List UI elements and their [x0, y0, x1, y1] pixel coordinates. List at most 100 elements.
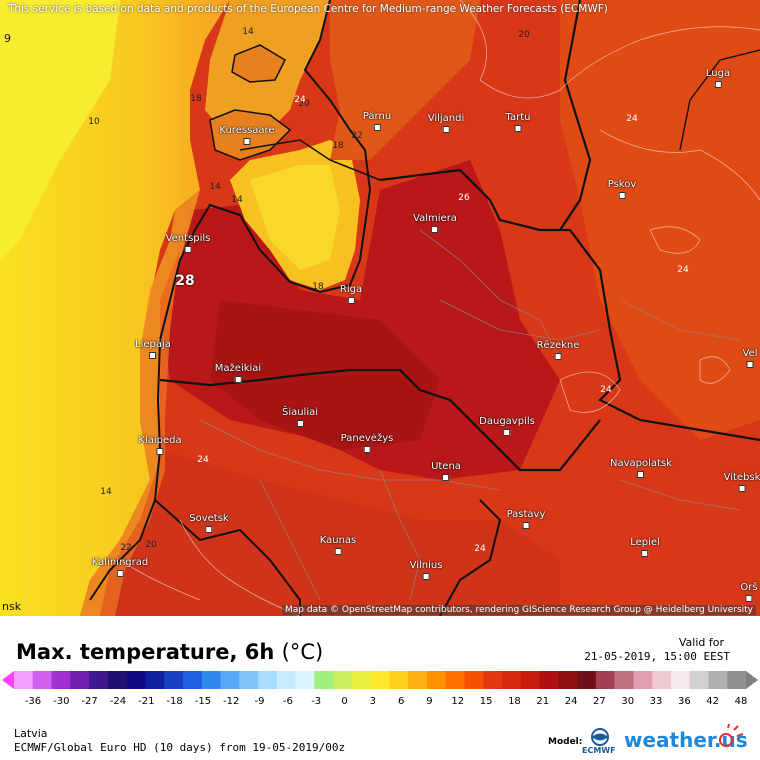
- weather-us-logo[interactable]: weather.us: [624, 728, 748, 752]
- city-riga[interactable]: Riga: [340, 284, 362, 304]
- scale-swatch: [633, 671, 653, 689]
- city-marker: [714, 81, 722, 88]
- scale-tick-label: -27: [81, 696, 98, 707]
- city-lepiel[interactable]: Lepiel: [630, 537, 660, 557]
- scale-swatch: [502, 671, 522, 689]
- scale-swatch: [464, 671, 484, 689]
- valid-for-label: Valid for: [678, 636, 724, 649]
- scale-tick-label: 0: [341, 696, 348, 707]
- city-viljandi[interactable]: Viljandi: [428, 113, 464, 133]
- scale-swatch: [145, 671, 165, 689]
- city-sovetsk[interactable]: Sovetsk: [189, 513, 229, 533]
- city-parnu[interactable]: Pärnu: [363, 111, 391, 131]
- hiiumaa-island: [231, 44, 286, 83]
- contour-label: 24: [294, 95, 306, 105]
- scale-swatch: [689, 671, 709, 689]
- sun-icon: [719, 724, 744, 747]
- scale-swatch: [445, 671, 465, 689]
- city-valmiera[interactable]: Valmiera: [413, 213, 457, 233]
- scale-tick-label: 48: [734, 696, 748, 707]
- city-klaipeda[interactable]: Klaipeda: [138, 435, 182, 455]
- city-marker: [296, 420, 304, 427]
- scale-tick-label: 15: [479, 696, 493, 707]
- city-rezekne[interactable]: Rēzekne: [537, 340, 579, 360]
- scale-tick-label: 30: [621, 696, 635, 707]
- city-marker: [205, 526, 213, 533]
- model-run-info: ECMWF/Global Euro HD (10 days) from 19-0…: [14, 741, 346, 754]
- city-siauliai[interactable]: Šiauliai: [282, 407, 318, 427]
- border-estonia-latvia: [239, 139, 381, 181]
- scale-tick-label: -9: [254, 696, 265, 707]
- scale-tick-label: 18: [508, 696, 521, 707]
- color-scale-bar: [2, 671, 758, 689]
- scale-swatch: [595, 671, 616, 689]
- scale-tick-label: 42: [706, 696, 720, 707]
- border-lithuania-kaliningrad: [154, 499, 301, 616]
- scale-swatch: [539, 671, 559, 689]
- city-pastavy[interactable]: Pastavy: [507, 509, 545, 529]
- city-vilnius[interactable]: Vilnius: [410, 560, 442, 580]
- scale-tick-label: 9: [426, 696, 433, 707]
- contour-label: 14: [231, 195, 243, 205]
- contour-label: 20: [298, 99, 310, 109]
- city-marker: [234, 376, 242, 383]
- temperature-map[interactable]: This service is based on data and produc…: [0, 0, 760, 616]
- city-tartu[interactable]: Tartu: [506, 112, 530, 132]
- scale-swatch: [333, 671, 353, 689]
- city-ventspils[interactable]: Ventspils: [166, 233, 210, 253]
- city-orsha[interactable]: Orš: [740, 582, 758, 602]
- scale-swatch: [577, 671, 597, 689]
- contour-label: 24: [600, 385, 612, 395]
- city-marker: [522, 522, 530, 529]
- hottest-core-region: [210, 300, 440, 450]
- scale-swatch: [276, 671, 297, 689]
- scale-tick-label: -15: [194, 696, 212, 707]
- scale-swatch: [201, 671, 221, 689]
- city-daugavpils[interactable]: Daugavpils: [479, 416, 535, 436]
- city-luga[interactable]: Luga: [706, 68, 730, 88]
- contour-label: 26: [458, 193, 470, 203]
- scale-swatch: [182, 671, 203, 689]
- scale-tick-label: -18: [166, 696, 183, 707]
- city-navapolatsk[interactable]: Navapolatsk: [610, 458, 672, 478]
- border-estonia-russia: [559, 0, 592, 231]
- scale-swatch: [258, 671, 278, 689]
- city-marker: [156, 448, 164, 455]
- land-field-south: [80, 450, 560, 616]
- city-marker: [149, 352, 157, 359]
- city-kaliningrad[interactable]: Kaliningrad: [92, 557, 148, 577]
- model-label: Model:: [548, 737, 583, 747]
- city-marker: [334, 548, 342, 555]
- saaremaa-island: [209, 109, 292, 161]
- gulf-of-riga-inner: [250, 165, 340, 270]
- city-liepaja[interactable]: Liepāja: [135, 339, 171, 359]
- valid-time: 21-05-2019, 15:00 EEST: [584, 650, 730, 663]
- scale-tick-label: -21: [138, 696, 155, 707]
- scale-swatch: [727, 671, 747, 689]
- corner-top-left-label: 9: [4, 32, 11, 45]
- ecmwf-logo-text: ECMWF: [582, 746, 616, 755]
- contour-label: 24: [197, 455, 209, 465]
- city-marker: [442, 474, 450, 481]
- city-velikiye-luki[interactable]: Vel: [743, 348, 758, 368]
- scale-swatch: [239, 671, 259, 689]
- contour-label: 24: [474, 544, 486, 554]
- contour-label: 14: [100, 487, 112, 497]
- contour-label: 24: [626, 114, 638, 124]
- city-panevezys[interactable]: Panevėžys: [341, 433, 393, 453]
- scale-swatch: [51, 671, 71, 689]
- city-mazeikiai[interactable]: Mažeikiai: [215, 363, 261, 383]
- estonia-field: [330, 0, 480, 160]
- isotherm-lines: [119, 0, 760, 616]
- city-kaunas[interactable]: Kaunas: [320, 535, 356, 555]
- city-utena[interactable]: Utena: [431, 461, 461, 481]
- scale-swatch: [351, 671, 372, 689]
- scale-swatch: [614, 671, 634, 689]
- city-pskov[interactable]: Pskov: [608, 179, 636, 199]
- city-marker: [243, 138, 251, 145]
- city-vitebsk[interactable]: Vitebsk: [724, 472, 760, 492]
- city-kuressaare[interactable]: Kuressaare: [219, 125, 275, 145]
- map-canvas: [0, 0, 760, 616]
- city-marker: [347, 297, 355, 304]
- scale-swatch: [426, 671, 447, 689]
